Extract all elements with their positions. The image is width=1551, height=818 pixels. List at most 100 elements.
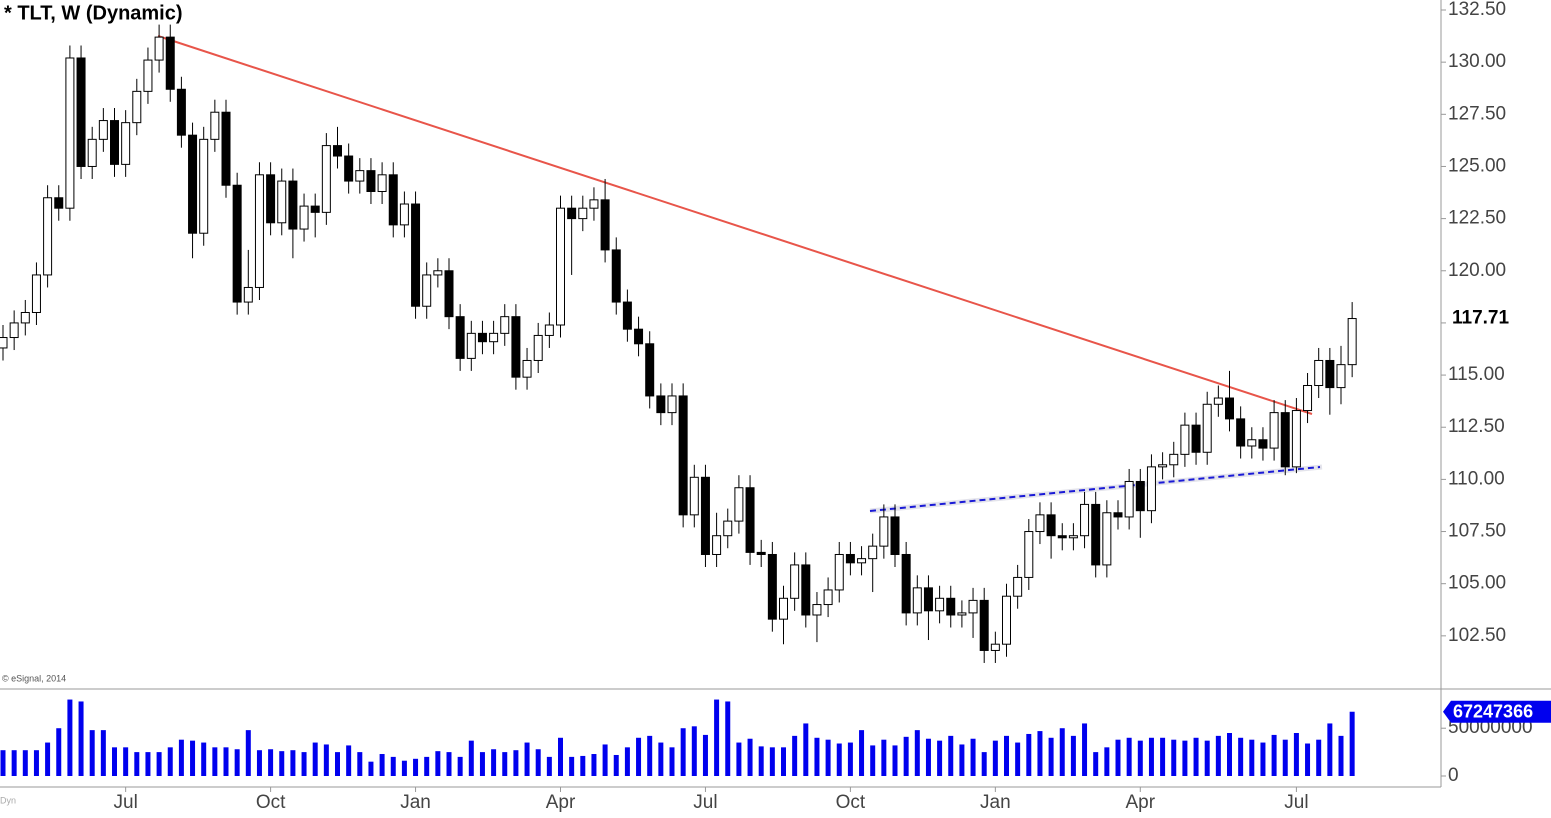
candle-body [444,270,454,318]
volume-bar [1193,737,1199,776]
volume-bar [1204,740,1210,776]
candle-body [589,199,599,209]
volume-bar [1271,734,1277,776]
candle-body [634,328,644,345]
y-tick-label: 110.00 [1448,468,1505,489]
candle-body [489,332,499,343]
x-tick-label: Jul [693,792,717,813]
volume-bar [580,755,586,776]
candle-body [1247,439,1257,447]
volume-bar [624,747,630,776]
volume-bar [413,758,419,776]
source-note: © eSignal, 2014 [2,673,66,683]
candle-body [1213,397,1223,405]
volume-bar [401,760,407,776]
candle-body [299,205,309,230]
candle-body [210,111,220,140]
volume-bar [647,735,653,776]
volume-bar [335,752,340,776]
candle-body [723,520,733,537]
volume-bar [981,752,987,776]
candle-body [165,36,175,90]
candle-body [110,120,119,165]
y-tick-label: 107.50 [1448,521,1506,542]
candle-body [901,553,911,614]
volume-bar [1327,723,1333,776]
volume-bar [658,742,664,776]
candle-body [667,395,677,414]
candle-body [76,57,86,167]
y-tick-label: 122.50 [1448,208,1506,229]
candle-body [511,316,521,378]
candle-body [533,334,543,361]
candle-body [243,286,253,303]
volume-bar [457,756,463,776]
x-tick-label: Jul [1284,792,1308,813]
volume-bar [847,742,853,776]
volume-bar [836,743,842,776]
candle-body [1225,397,1234,420]
volume-bar [636,737,642,776]
volume-bar [691,726,697,776]
chart-title: * TLT, W (Dynamic) [4,2,183,24]
candle-body [1347,318,1357,366]
candle-body [756,551,766,555]
candle-body [366,170,376,192]
volume-bar [1104,747,1110,776]
volume-bar [45,742,51,776]
volume-bar [1059,728,1065,776]
volume-bar [591,754,597,776]
volume-bar [903,736,909,776]
candle-body [1269,412,1279,449]
candle-body [98,120,108,140]
candle-body [1236,418,1246,447]
volume-bar [323,744,329,776]
candle-body [9,322,19,339]
candle-body [868,545,878,560]
volume-bar [357,752,363,776]
candle-body [1258,439,1268,449]
volume-bar [1349,711,1355,776]
volume-bar [100,730,106,776]
volume-bar [234,749,240,776]
volume-tick-label: 0 [1448,765,1459,786]
y-tick-label: 132.50 [1448,0,1506,20]
candle-body [801,564,811,616]
candle-body [321,145,331,213]
volume-bar [758,746,764,776]
volume-bar [959,744,965,776]
candle-body [556,207,565,326]
candle-body [399,203,409,226]
last-price-box [1446,307,1526,330]
volume-bar [123,747,129,776]
volume-bar [892,745,898,776]
volume-bar [1293,733,1299,776]
volume-bar [268,749,274,776]
candle-body [578,207,588,220]
candle-body [344,155,354,182]
candle-body [188,134,198,234]
volume-bar [781,747,786,776]
candle-body [745,487,755,553]
x-tick-label: Apr [1126,792,1156,813]
candle-body [43,197,53,276]
volume-bar [970,738,976,776]
candle-body [232,184,242,303]
volume-bar [1015,742,1021,776]
volume-bar [1338,735,1344,776]
volume-bar [279,751,285,776]
candle-body [957,612,967,616]
candle-body [912,587,922,614]
volume-bar [0,750,6,776]
volume-bar [535,749,541,776]
volume-bar [190,740,196,776]
candle-body [31,274,41,313]
volume-bar [435,751,441,776]
volume-bar [1148,737,1154,776]
volume-bar [33,750,39,776]
candle-body [700,476,710,555]
candle-body [678,395,688,516]
candle-body [1135,480,1145,512]
volume-bar [424,756,430,776]
